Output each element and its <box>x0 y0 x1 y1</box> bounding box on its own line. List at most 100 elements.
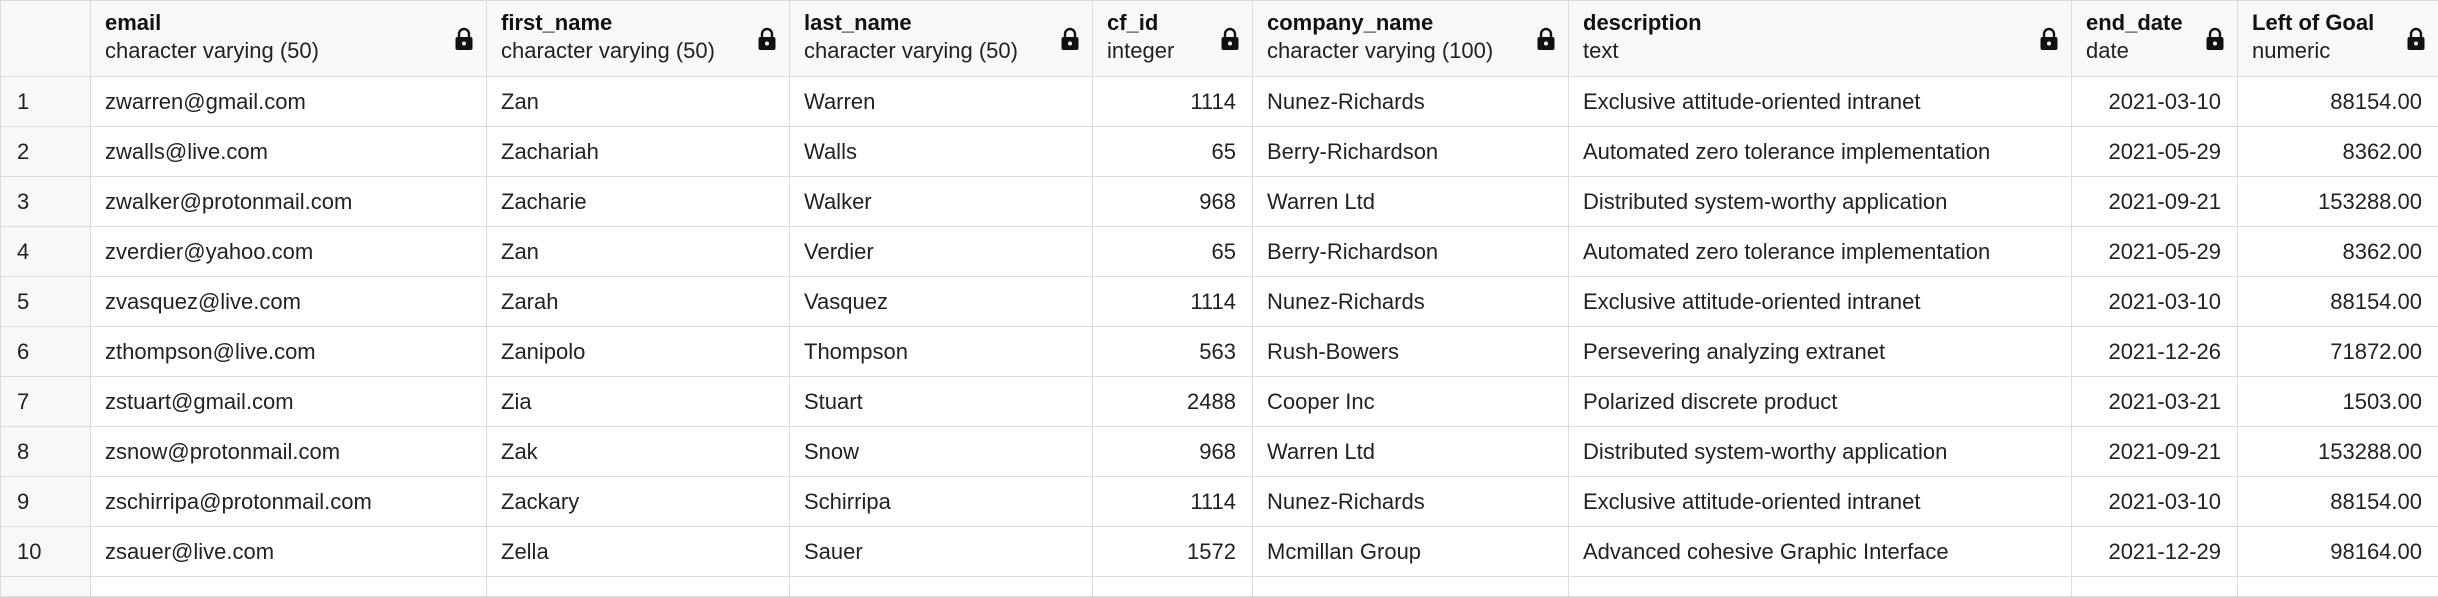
cell-first-name[interactable]: Zanipolo <box>487 327 790 377</box>
cell-last-name[interactable]: Walls <box>790 127 1093 177</box>
row-number[interactable]: 7 <box>1 377 91 427</box>
cell-end-date[interactable]: 2021-05-29 <box>2072 127 2238 177</box>
cell-last-name[interactable]: Schirripa <box>790 477 1093 527</box>
cell-cf-id[interactable]: 1114 <box>1093 277 1253 327</box>
cell-cf-id[interactable]: 65 <box>1093 127 1253 177</box>
cell-company-name[interactable]: Berry-Richardson <box>1253 227 1569 277</box>
cell-email[interactable]: zsnow@protonmail.com <box>91 427 487 477</box>
cell-description[interactable]: Distributed system-worthy application <box>1569 177 2072 227</box>
cell-email[interactable]: zwalls@live.com <box>91 127 487 177</box>
cell-left-of-goal[interactable]: 88154.00 <box>2238 277 2438 327</box>
cell-cf-id[interactable]: 563 <box>1093 327 1253 377</box>
cell-company-name[interactable]: Nunez-Richards <box>1253 477 1569 527</box>
cell-first-name[interactable]: Zan <box>487 77 790 127</box>
cell-company-name[interactable]: Mcmillan Group <box>1253 527 1569 577</box>
cell-email[interactable]: zwarren@gmail.com <box>91 77 487 127</box>
row-number[interactable]: 10 <box>1 527 91 577</box>
row-number[interactable]: 2 <box>1 127 91 177</box>
cell-description[interactable]: Distributed system-worthy application <box>1569 427 2072 477</box>
cell-first-name[interactable]: Zia <box>487 377 790 427</box>
cell-end-date[interactable]: 2021-12-29 <box>2072 527 2238 577</box>
cell-email[interactable]: zsauer@live.com <box>91 527 487 577</box>
cell-company-name[interactable]: Rush-Bowers <box>1253 327 1569 377</box>
cell-company-name[interactable]: Berry-Richardson <box>1253 127 1569 177</box>
row-number[interactable]: 5 <box>1 277 91 327</box>
cell-company-name[interactable]: Warren Ltd <box>1253 427 1569 477</box>
row-number-header[interactable] <box>1 1 91 77</box>
cell-first-name[interactable]: Zak <box>487 427 790 477</box>
row-number[interactable]: 1 <box>1 77 91 127</box>
cell-left-of-goal[interactable]: 153288.00 <box>2238 427 2438 477</box>
cell-left-of-goal[interactable]: 98164.00 <box>2238 527 2438 577</box>
cell-description[interactable]: Advanced cohesive Graphic Interface <box>1569 527 2072 577</box>
cell-end-date[interactable]: 2021-09-21 <box>2072 427 2238 477</box>
cell-end-date[interactable]: 2021-03-10 <box>2072 477 2238 527</box>
cell-description[interactable]: Persevering analyzing extranet <box>1569 327 2072 377</box>
cell-cf-id[interactable]: 968 <box>1093 427 1253 477</box>
cell-last-name[interactable]: Stuart <box>790 377 1093 427</box>
cell-last-name[interactable]: Walker <box>790 177 1093 227</box>
row-number[interactable]: 9 <box>1 477 91 527</box>
cell-email[interactable]: zvasquez@live.com <box>91 277 487 327</box>
cell-left-of-goal[interactable]: 153288.00 <box>2238 177 2438 227</box>
cell-last-name[interactable]: Verdier <box>790 227 1093 277</box>
cell-company-name[interactable]: Nunez-Richards <box>1253 77 1569 127</box>
row-number[interactable]: 8 <box>1 427 91 477</box>
cell-end-date[interactable]: 2021-03-10 <box>2072 277 2238 327</box>
cell-cf-id[interactable]: 1114 <box>1093 477 1253 527</box>
cell-first-name[interactable]: Zachariah <box>487 127 790 177</box>
cell-company-name[interactable]: Warren Ltd <box>1253 177 1569 227</box>
cell-last-name[interactable]: Thompson <box>790 327 1093 377</box>
cell-end-date[interactable]: 2021-12-26 <box>2072 327 2238 377</box>
cell-first-name[interactable]: Zackary <box>487 477 790 527</box>
cell-cf-id[interactable]: 1572 <box>1093 527 1253 577</box>
cell-last-name[interactable]: Sauer <box>790 527 1093 577</box>
cell-last-name[interactable]: Snow <box>790 427 1093 477</box>
cell-company-name[interactable]: Nunez-Richards <box>1253 277 1569 327</box>
cell-first-name[interactable]: Zan <box>487 227 790 277</box>
cell-description[interactable]: Exclusive attitude-oriented intranet <box>1569 277 2072 327</box>
cell-description[interactable]: Automated zero tolerance implementation <box>1569 227 2072 277</box>
cell-left-of-goal[interactable]: 8362.00 <box>2238 227 2438 277</box>
cell-description[interactable]: Polarized discrete product <box>1569 377 2072 427</box>
cell-description[interactable]: Automated zero tolerance implementation <box>1569 127 2072 177</box>
cell-last-name[interactable]: Warren <box>790 77 1093 127</box>
cell-left-of-goal[interactable]: 88154.00 <box>2238 77 2438 127</box>
cell-cf-id[interactable]: 65 <box>1093 227 1253 277</box>
cell-end-date[interactable]: 2021-09-21 <box>2072 177 2238 227</box>
cell-cf-id[interactable]: 968 <box>1093 177 1253 227</box>
cell-left-of-goal[interactable]: 1503.00 <box>2238 377 2438 427</box>
cell-email[interactable]: zthompson@live.com <box>91 327 487 377</box>
row-number[interactable]: 6 <box>1 327 91 377</box>
cell-email[interactable]: zverdier@yahoo.com <box>91 227 487 277</box>
cell-first-name[interactable]: Zarah <box>487 277 790 327</box>
cell-left-of-goal[interactable]: 8362.00 <box>2238 127 2438 177</box>
cell-description[interactable]: Exclusive attitude-oriented intranet <box>1569 477 2072 527</box>
cell-first-name[interactable]: Zella <box>487 527 790 577</box>
row-number[interactable]: 3 <box>1 177 91 227</box>
row-number[interactable]: 4 <box>1 227 91 277</box>
cell-cf-id[interactable]: 1114 <box>1093 77 1253 127</box>
cell-left-of-goal[interactable]: 71872.00 <box>2238 327 2438 377</box>
cell-end-date[interactable]: 2021-03-21 <box>2072 377 2238 427</box>
cell-email[interactable]: zstuart@gmail.com <box>91 377 487 427</box>
cell-description[interactable]: Exclusive attitude-oriented intranet <box>1569 77 2072 127</box>
